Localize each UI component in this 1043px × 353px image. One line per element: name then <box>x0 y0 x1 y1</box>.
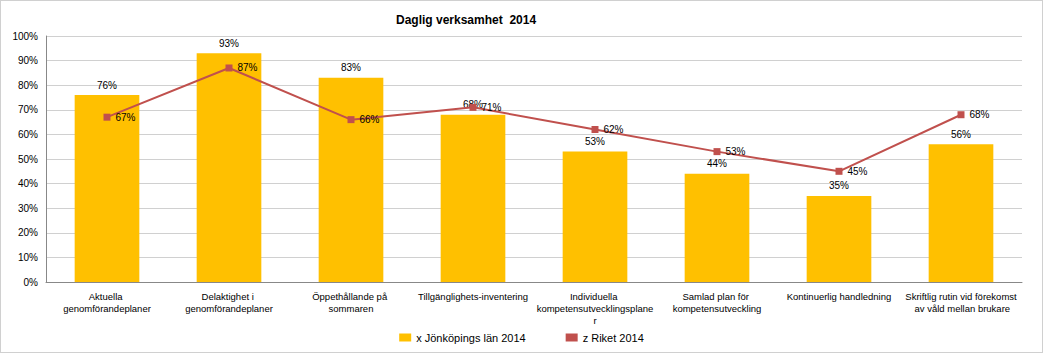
svg-text:80%: 80% <box>18 80 38 91</box>
svg-text:68%: 68% <box>463 99 483 111</box>
svg-text:56%: 56% <box>951 129 971 140</box>
svg-text:90%: 90% <box>18 55 38 66</box>
svg-text:Öppethållande på: Öppethållande på <box>312 291 390 302</box>
svg-text:35%: 35% <box>829 180 849 191</box>
svg-text:x Jönköpings län 2014: x Jönköpings län 2014 <box>416 332 525 344</box>
svg-text:z Riket 2014: z Riket 2014 <box>583 332 644 344</box>
svg-text:100%: 100% <box>12 31 38 42</box>
svg-text:10%: 10% <box>18 252 38 263</box>
svg-text:Samlad plan för: Samlad plan för <box>682 291 751 302</box>
svg-text:71%: 71% <box>482 102 502 113</box>
svg-text:62%: 62% <box>604 124 624 135</box>
svg-text:20%: 20% <box>18 227 38 238</box>
svg-text:45%: 45% <box>848 166 868 177</box>
svg-text:sommaren: sommaren <box>329 303 374 314</box>
svg-text:40%: 40% <box>18 178 38 189</box>
svg-text:60%: 60% <box>18 129 38 140</box>
svg-text:Kontinuerlig handledning: Kontinuerlig handledning <box>787 291 892 302</box>
svg-text:50%: 50% <box>18 154 38 165</box>
svg-text:66%: 66% <box>360 114 380 125</box>
svg-text:genomförandeplaner: genomförandeplaner <box>63 303 151 314</box>
svg-text:0%: 0% <box>24 277 39 288</box>
svg-text:Individuella: Individuella <box>570 291 620 302</box>
svg-text:76%: 76% <box>97 80 117 91</box>
svg-text:genomförandeplaner: genomförandeplaner <box>185 303 273 314</box>
svg-text:Tillgänglighets-inventering: Tillgänglighets-inventering <box>418 291 528 302</box>
svg-text:30%: 30% <box>18 203 38 214</box>
svg-text:Aktuella: Aktuella <box>89 291 125 302</box>
svg-text:53%: 53% <box>726 146 746 157</box>
svg-text:kompetensutveckling: kompetensutveckling <box>673 303 762 314</box>
svg-text:53%: 53% <box>585 136 605 147</box>
svg-text:83%: 83% <box>341 62 361 73</box>
svg-text:44%: 44% <box>707 158 727 169</box>
svg-text:67%: 67% <box>116 112 136 123</box>
svg-text:Skriftlig rutin vid förekomst: Skriftlig rutin vid förekomst <box>905 291 1017 302</box>
svg-text:Daglig verksamhet 2014: Daglig verksamhet 2014 <box>396 13 536 27</box>
svg-text:87%: 87% <box>238 62 258 73</box>
svg-text:av våld mellan brukare: av våld mellan brukare <box>912 303 1010 314</box>
svg-text:Delaktighet i: Delaktighet i <box>202 291 257 302</box>
svg-text:r: r <box>593 315 596 326</box>
svg-text:93%: 93% <box>219 38 239 49</box>
svg-text:70%: 70% <box>18 104 38 115</box>
svg-text:68%: 68% <box>970 109 990 120</box>
svg-text:kompetensutvecklingsplane: kompetensutvecklingsplane <box>537 303 654 314</box>
